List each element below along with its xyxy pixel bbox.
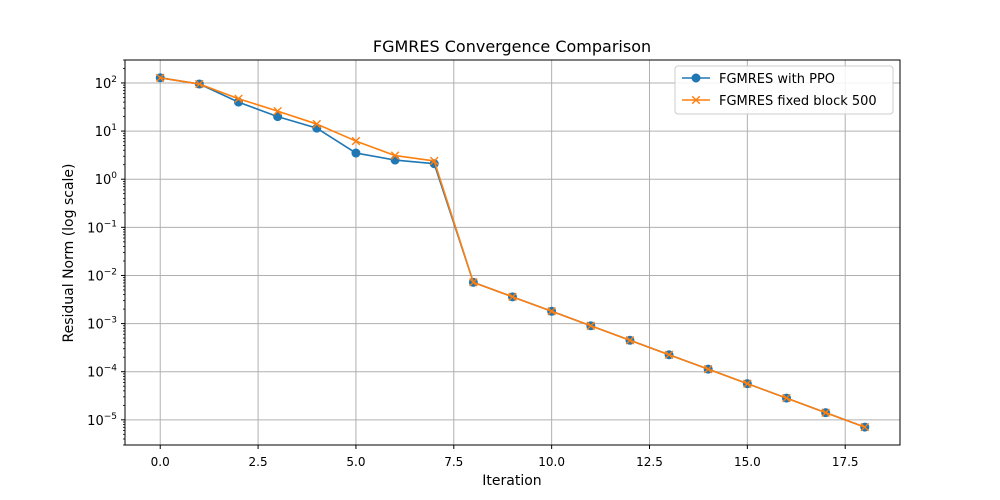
data-point-x — [743, 379, 752, 388]
data-point-x — [469, 278, 478, 287]
data-point-x — [429, 156, 439, 166]
y-tick-label-exponent: 1 — [111, 123, 117, 133]
y-tick-label: 10−5 — [87, 412, 117, 429]
grid-lines — [125, 60, 900, 445]
y-tick-label-base: 10 — [87, 414, 104, 429]
data-point-x — [234, 94, 243, 104]
legend-label: FGMRES with PPO — [719, 72, 835, 87]
x-tick-label: 0.0 — [151, 455, 170, 469]
data-point-x — [390, 151, 400, 160]
y-tick-label: 10−2 — [87, 267, 117, 284]
y-tick-label-base: 10 — [95, 173, 112, 188]
x-axis-label: Iteration — [482, 473, 541, 489]
axis-ticks: 0.0 2.5 5.0 7.5 10.0 12.5 15.0 17.510210110010−… — [87, 59, 859, 469]
data-point-x — [351, 136, 361, 146]
x-tick-label: 2.5 — [249, 455, 268, 469]
data-point-circle — [351, 148, 361, 158]
x-tick-label: 12.5 — [636, 455, 663, 469]
x-tick-label: 7.5 — [444, 455, 463, 469]
y-tick-label-exponent: −2 — [104, 267, 117, 277]
y-tick-label: 10−4 — [87, 364, 117, 381]
y-tick-label: 101 — [95, 123, 117, 140]
data-point-x — [547, 307, 556, 316]
y-tick-label: 10−3 — [87, 316, 117, 333]
y-tick-label-exponent: 2 — [111, 75, 117, 85]
x-tick-label: 15.0 — [734, 455, 761, 469]
y-tick-label: 10−1 — [87, 219, 117, 236]
y-tick-label: 102 — [95, 75, 117, 92]
x-tick-label: 5.0 — [346, 455, 365, 469]
data-point-x — [195, 79, 204, 89]
y-tick-label-base: 10 — [87, 269, 104, 284]
y-tick-label-base: 10 — [87, 318, 104, 333]
legend: FGMRES with PPO FGMRES fixed block 500 — [674, 65, 894, 115]
series-line — [160, 77, 866, 428]
y-tick-label-exponent: −3 — [104, 316, 117, 326]
data-point-circle — [390, 155, 400, 165]
data-point-x — [155, 73, 165, 83]
y-tick-label-exponent: −4 — [104, 364, 118, 374]
y-tick-label: 100 — [95, 171, 118, 188]
legend-label: FGMRES fixed block 500 — [719, 94, 877, 109]
y-tick-label-exponent: −5 — [104, 412, 117, 422]
y-tick-label-exponent: −1 — [104, 219, 117, 229]
data-point-x — [586, 321, 596, 331]
data-point-x — [664, 350, 674, 360]
y-tick-label-base: 10 — [87, 221, 104, 236]
data-point-x — [625, 335, 635, 345]
data-point-x — [821, 408, 830, 417]
legend-box — [674, 65, 894, 115]
data-point-x — [273, 106, 282, 116]
y-tick-label-base: 10 — [87, 366, 104, 381]
x-tick-label: 10.0 — [538, 455, 565, 469]
chart-title: FGMRES Convergence Comparison — [373, 37, 651, 56]
y-tick-label-base: 10 — [95, 77, 112, 92]
data-point-x — [508, 292, 517, 302]
y-tick-label-exponent: 0 — [111, 171, 117, 181]
data-point-x — [312, 119, 322, 129]
legend-marker-circle — [691, 73, 701, 83]
y-axis-label: Residual Norm (log scale) — [61, 164, 77, 343]
data-point-x — [860, 422, 870, 432]
series-layer — [155, 73, 870, 432]
data-point-x — [782, 393, 791, 403]
data-point-x — [703, 364, 713, 374]
y-tick-label-base: 10 — [95, 125, 112, 140]
legend-marker-x — [691, 95, 701, 105]
plot-area-frame — [124, 59, 901, 446]
x-tick-label: 17.5 — [832, 455, 859, 469]
series-line — [160, 77, 866, 428]
